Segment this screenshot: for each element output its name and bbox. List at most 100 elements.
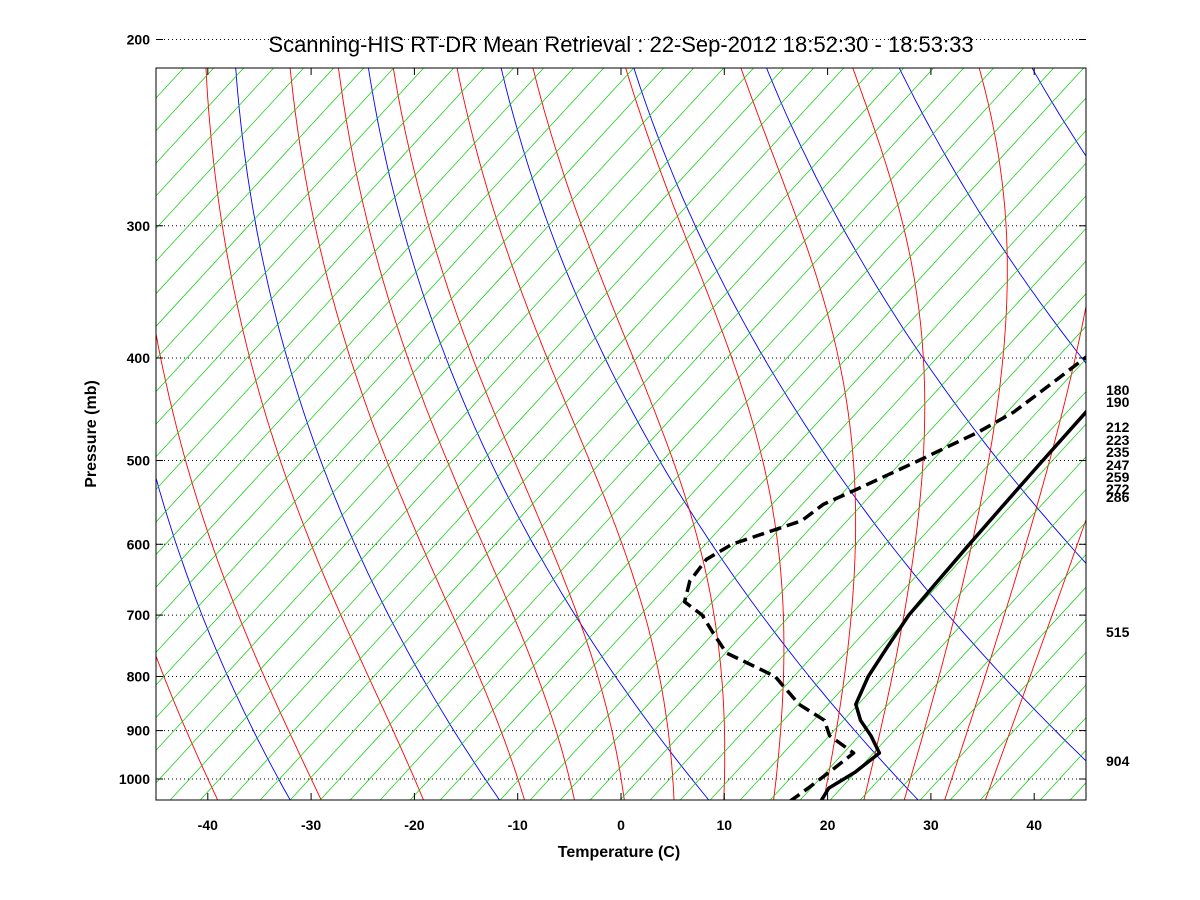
mixing-ratio-line [919, 619, 1086, 800]
moist-adiabat-line [156, 331, 322, 800]
mixing-ratio-line [156, 68, 395, 327]
mixing-ratio-line [829, 521, 1086, 800]
mixing-ratio-line [156, 68, 755, 719]
x-tick-label: 0 [617, 817, 625, 833]
moist-adiabat-line [337, 68, 575, 800]
mixing-ratio-line [156, 68, 425, 360]
dry-adiabat-line [156, 476, 291, 800]
y-tick-label: 1000 [119, 771, 150, 787]
y-tick-label: 700 [127, 607, 151, 623]
mixing-ratio-line [156, 68, 515, 458]
x-tick-label: -30 [301, 817, 321, 833]
mixing-ratio-line [1151, 58, 1200, 810]
mixing-ratio-line [156, 68, 545, 490]
y-tick-label: 800 [127, 668, 151, 684]
mixing-ratio-line [619, 293, 1086, 800]
mixing-ratio-line [469, 130, 1086, 800]
mixing-ratio-line [169, 68, 845, 800]
temperature-profile-line [819, 409, 1086, 800]
x-tick-label: 20 [820, 817, 836, 833]
y-tick-label: 500 [127, 453, 151, 469]
mixing-ratio-line [156, 68, 305, 229]
mixing-ratio-line [156, 68, 485, 425]
moist-adiabat-line [156, 654, 219, 800]
mixing-ratio-line [156, 68, 275, 197]
right-level-label: 272 [1106, 481, 1130, 497]
mixing-ratio-line [889, 586, 1086, 800]
moist-adiabat-line [289, 68, 525, 800]
mixing-ratio-line [739, 423, 1086, 800]
thermodynamic-background-lines [0, 0, 1200, 823]
axes: 5060708090100200300400500600700800900100… [119, 31, 1130, 833]
mixing-ratio-line [529, 195, 1086, 800]
x-tick-label: 10 [717, 817, 733, 833]
mixing-ratio-line [589, 260, 1086, 800]
mixing-ratio-line [156, 68, 335, 262]
mixing-ratio-line [156, 68, 365, 295]
sounding-profiles [682, 354, 1086, 800]
y-axis-label: Pressure (mb) [83, 380, 100, 488]
right-level-label: 259 [1106, 469, 1130, 485]
moist-adiabat-line [392, 68, 625, 800]
x-tick-label: 30 [923, 817, 939, 833]
moist-adiabat-line [903, 68, 1008, 800]
mixing-ratio-line [499, 162, 1086, 800]
right-level-label: 212 [1106, 419, 1130, 435]
mixing-ratio-line [949, 651, 1086, 800]
mixing-ratio-line [0, 58, 73, 810]
x-tick-label: -10 [508, 817, 528, 833]
mixing-ratio-line [0, 58, 43, 810]
dry-adiabat-line [633, 68, 1086, 762]
mixing-ratio-line [379, 68, 1055, 800]
mixing-ratio-line [409, 68, 1085, 800]
mixing-ratio-line [156, 68, 695, 653]
mixing-ratio-line [0, 58, 163, 810]
mixing-ratio-line [709, 391, 1086, 800]
moist-adiabat-line [205, 68, 424, 800]
y-tick-label: 900 [127, 723, 151, 739]
right-level-label: 180 [1106, 382, 1130, 398]
mixing-ratio-line [439, 97, 1086, 800]
moist-adiabat-line [944, 304, 1086, 800]
right-level-label: 247 [1106, 457, 1130, 473]
right-level-label: 235 [1106, 444, 1130, 460]
dry-adiabat-line [235, 68, 501, 800]
mixing-ratio-line [156, 68, 605, 556]
mixing-ratio-line [156, 68, 635, 588]
dry-adiabat-line [367, 68, 710, 800]
mixing-ratio-line [319, 68, 995, 800]
mixing-ratio-line [859, 554, 1086, 800]
moist-adiabat-line [740, 68, 857, 800]
x-axis-label: Temperature (C) [558, 844, 680, 861]
dewpoint-profile-line [682, 354, 1086, 800]
mixing-ratio-line [156, 68, 455, 393]
dry-adiabat-line [1089, 0, 1200, 823]
x-tick-label: -40 [198, 817, 218, 833]
right-level-label: 190 [1106, 394, 1130, 410]
dry-adiabat-line [1171, 0, 1200, 823]
mixing-ratio-line [1121, 58, 1200, 810]
dry-adiabat-line [500, 68, 919, 800]
y-tick-label: 600 [127, 536, 151, 552]
moist-adiabat-line [625, 68, 785, 800]
mixing-ratio-line [559, 227, 1086, 800]
y-tick-label: 200 [127, 31, 151, 47]
chart-title: Scanning-HIS RT-DR Mean Retrieval : 22-S… [268, 32, 973, 57]
mixing-ratio-line [349, 68, 1025, 800]
plot-background [156, 68, 1086, 800]
x-tick-label: 40 [1026, 817, 1042, 833]
mixing-ratio-line [259, 68, 935, 800]
mixing-ratio-line [229, 68, 905, 800]
mixing-ratio-line [0, 58, 133, 810]
right-level-label: 904 [1106, 753, 1130, 769]
y-tick-label: 400 [127, 350, 151, 366]
right-level-label: 515 [1106, 624, 1130, 640]
mixing-ratio-line [156, 68, 815, 784]
mixing-ratio-line [1181, 58, 1200, 810]
mixing-ratio-line [199, 68, 875, 800]
right-level-label: 223 [1106, 432, 1130, 448]
mixing-ratio-line [799, 488, 1086, 800]
mixing-ratio-line [679, 358, 1086, 800]
mixing-ratio-line [289, 68, 965, 800]
